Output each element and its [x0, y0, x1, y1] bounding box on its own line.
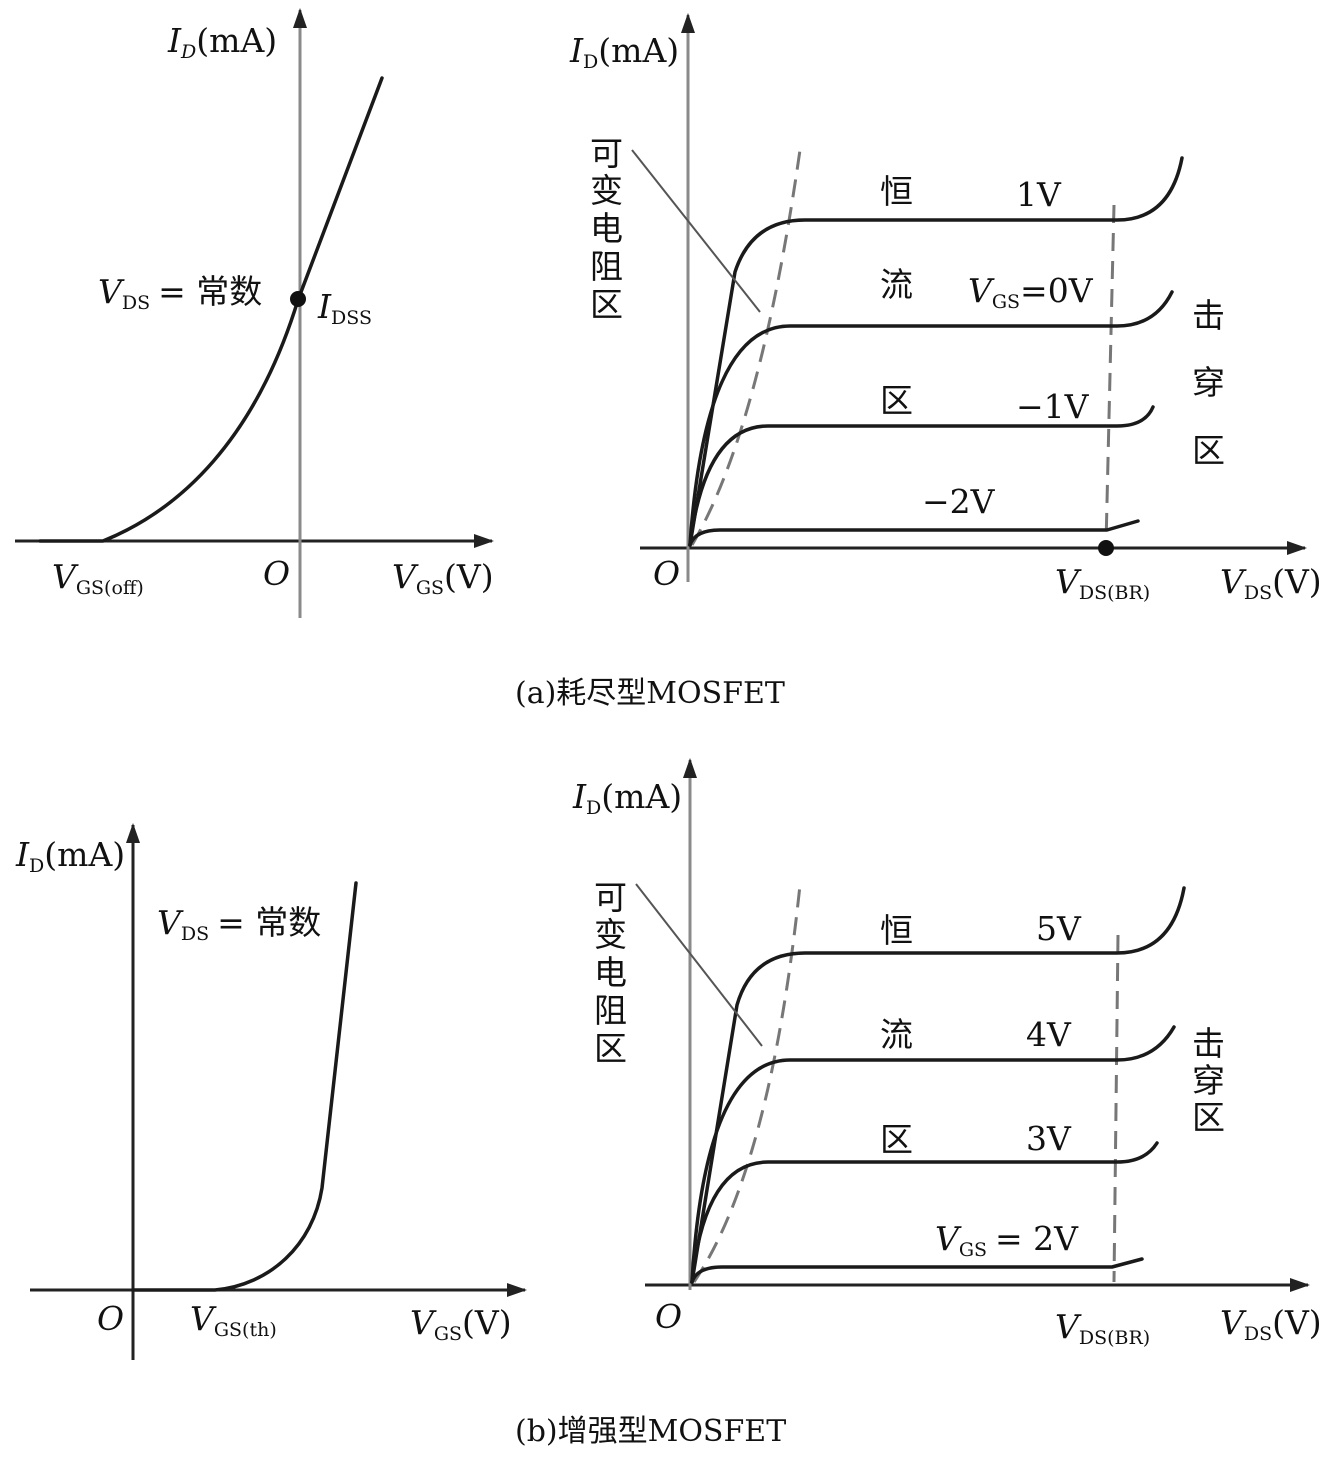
- transfer-curve: [38, 76, 384, 543]
- breakdown-voltage-label: VDS(BR): [1055, 562, 1150, 604]
- region-variable-resistance-char: 电: [590, 209, 623, 248]
- region-constant-current-char: 区: [880, 1120, 913, 1159]
- region-constant-current-char: 恒: [880, 911, 913, 950]
- region-breakdown-char: 击: [1192, 296, 1225, 335]
- region-constant-current-char: 流: [880, 1015, 913, 1054]
- breakdown-voltage-label: VDS(BR): [1055, 1307, 1150, 1349]
- region-variable-resistance-char: 电: [594, 953, 627, 992]
- vds-constant-label: VDS = 常数: [98, 272, 262, 314]
- x-axis-label: VDS(V): [1220, 562, 1322, 604]
- origin-label: O: [655, 1297, 682, 1336]
- curve-label-5v: 5V: [1036, 909, 1082, 948]
- cutoff-voltage-label: VGS(off): [52, 557, 144, 599]
- curve-label-4v: 4V: [1026, 1015, 1072, 1054]
- panel-b-transfer-chart: ID(mA) VGS(V) O VGS(th) VDS = 常数: [15, 823, 527, 1360]
- curve-vgs-1v: [688, 156, 1184, 547]
- curve-vgs-m1v: [688, 405, 1155, 547]
- caption-a: (a)耗尽型MOSFET: [515, 676, 785, 711]
- region-variable-resistance-char: 变: [590, 171, 623, 210]
- region-breakdown-char: 穿: [1192, 363, 1225, 402]
- y-axis-label: ID(mA): [572, 777, 682, 819]
- x-axis-label: VGS(V): [392, 557, 494, 599]
- region-constant-current-char: 流: [880, 265, 913, 304]
- x-axis-label: VGS(V): [410, 1303, 512, 1345]
- panel-b-output-chart: ID(mA) VDS(V) O VDS(BR) 可 变 电 阻 区 恒 流 区 …: [572, 758, 1322, 1349]
- curve-vgs-5v: [690, 886, 1186, 1284]
- y-axis-label: ID(mA): [167, 21, 277, 63]
- region-variable-resistance-char: 可: [590, 134, 623, 173]
- region-breakdown-char: 区: [1192, 431, 1225, 470]
- region-breakdown-char: 穿: [1192, 1061, 1225, 1100]
- curve-vgs-4v: [690, 1025, 1176, 1284]
- x-axis-label: VDS(V): [1220, 1303, 1322, 1345]
- pinchoff-boundary: [692, 884, 802, 1283]
- curve-vgs-2v: [690, 1257, 1144, 1284]
- curve-vgs-3v: [690, 1141, 1159, 1284]
- curve-label-1v: 1V: [1016, 175, 1062, 214]
- breakdown-boundary: [1112, 934, 1120, 1283]
- vds-constant-label: VDS = 常数: [157, 903, 321, 945]
- curve-vgs-m2v: [688, 519, 1140, 547]
- threshold-voltage-label: VGS(th): [190, 1299, 277, 1341]
- curve-label-2v: VGS = 2V: [935, 1219, 1079, 1261]
- region-breakdown-char: 击: [1192, 1024, 1225, 1063]
- region-variable-resistance-char: 区: [590, 285, 623, 324]
- region-constant-current-char: 区: [880, 381, 913, 420]
- curve-vgs-0v: [688, 290, 1174, 547]
- region-variable-resistance-char: 阻: [594, 991, 627, 1030]
- region-constant-current-char: 恒: [880, 172, 913, 211]
- region-pointer: [635, 883, 763, 1047]
- curve-label-m2v: −2V: [922, 482, 996, 521]
- panel-a-output-chart: ID(mA) VDS(V) O VDS(BR) 可 变 电 阻 区 恒 流 区 …: [569, 13, 1322, 604]
- region-variable-resistance-char: 区: [594, 1029, 627, 1068]
- idss-label: IDSS: [317, 287, 372, 329]
- pinchoff-boundary: [690, 149, 802, 546]
- curve-label-3v: 3V: [1026, 1119, 1072, 1158]
- region-breakdown-char: 区: [1192, 1098, 1225, 1137]
- origin-label: O: [263, 554, 290, 593]
- region-variable-resistance-char: 阻: [590, 247, 623, 286]
- curve-label-0v: VGS=0V: [968, 271, 1094, 313]
- idss-point: [290, 291, 306, 307]
- breakdown-boundary: [1104, 204, 1116, 546]
- region-pointer: [631, 149, 761, 313]
- breakdown-point: [1098, 540, 1114, 556]
- transfer-curve: [131, 881, 358, 1292]
- region-variable-resistance-char: 变: [594, 915, 627, 954]
- caption-b: (b)增强型MOSFET: [515, 1414, 786, 1449]
- panel-a-transfer-chart: ID(mA) VGS(V) O VGS(off) VDS = 常数 IDSS: [15, 8, 494, 618]
- y-axis-label: ID(mA): [569, 31, 679, 73]
- curve-label-m1v: −1V: [1016, 387, 1090, 426]
- origin-label: O: [97, 1299, 124, 1338]
- origin-label: O: [653, 554, 680, 593]
- region-variable-resistance-char: 可: [594, 878, 627, 917]
- y-axis-label: ID(mA): [15, 835, 125, 877]
